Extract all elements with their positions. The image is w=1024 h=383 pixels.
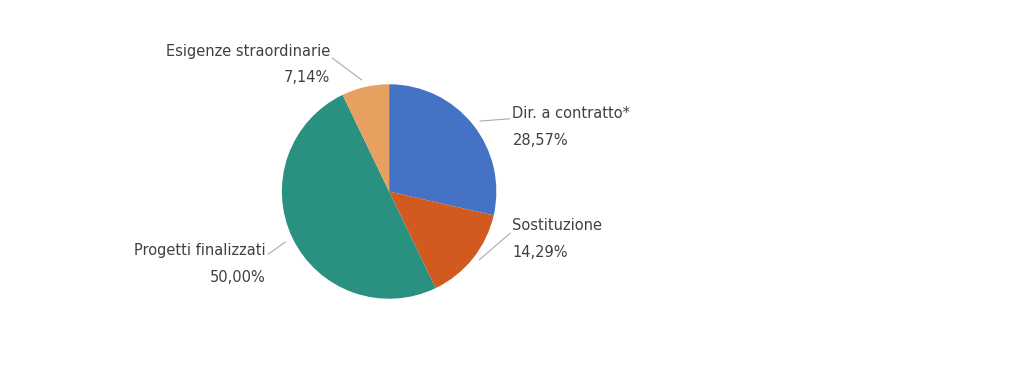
Text: Esigenze straordinarie: Esigenze straordinarie: [166, 44, 330, 59]
Wedge shape: [282, 95, 435, 299]
Text: 50,00%: 50,00%: [210, 270, 266, 285]
Wedge shape: [389, 84, 497, 215]
Wedge shape: [343, 84, 389, 192]
Text: 14,29%: 14,29%: [512, 245, 568, 260]
Wedge shape: [389, 192, 494, 288]
Text: Dir. a contratto*: Dir. a contratto*: [512, 106, 631, 121]
Text: 7,14%: 7,14%: [284, 70, 330, 85]
Text: Sostituzione: Sostituzione: [512, 218, 602, 233]
Text: 28,57%: 28,57%: [512, 133, 568, 147]
Text: Progetti finalizzati: Progetti finalizzati: [134, 243, 266, 258]
